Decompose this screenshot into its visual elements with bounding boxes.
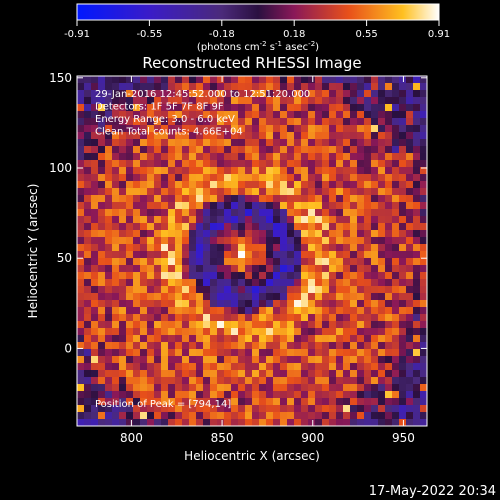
annotation-block: 29-Jan-2016 12:45:52.000 to 12:51:20.000… [95,89,310,138]
colorbar [76,3,440,21]
heatmap-image [77,76,427,426]
x-axis-label: Heliocentric X (arcsec) [184,449,320,463]
colorbar-ticks: -0.91 -0.55 -0.18 0.18 0.55 0.91 [64,20,450,40]
colorbar-tick-label: -0.55 [136,29,162,40]
colorbar-tick-label: 0.55 [355,29,377,40]
footer-timestamp: 17-May-2022 20:34 [369,484,496,499]
x-tick-label: 800 [120,431,143,445]
y-axis: 0 50 100 150 [49,71,427,355]
y-tick-label: 150 [49,71,72,85]
x-tick-label: 950 [392,431,415,445]
peak-position-label: Position of Peak = [794,14] [95,399,231,410]
colorbar-tick-label: 0.91 [428,29,450,40]
annotation-line: Energy Range: 3.0 - 6.0 keV [95,114,235,125]
colorbar-tick-label: -0.18 [209,29,235,40]
annotation-line: Clean Total counts: 4.66E+04 [95,127,243,138]
y-tick-label: 50 [57,251,72,265]
colorbar-unit: (photons cm-2 s-1 asec-2) [197,40,319,53]
colorbar-tick-label: 0.18 [283,29,305,40]
annotation-line: Detectors: 1F 5F 7F 8F 9F [95,102,224,113]
chart-title: Reconstructed RHESSI Image [142,54,361,72]
x-tick-label: 850 [211,431,234,445]
plot-frame [76,75,428,427]
x-tick-label: 900 [301,431,324,445]
y-axis-label: Heliocentric Y (arcsec) [26,184,40,319]
annotation-line: 29-Jan-2016 12:45:52.000 to 12:51:20.000 [95,89,310,100]
x-axis: 800 850 900 950 [120,76,415,445]
y-tick-label: 0 [64,341,72,355]
y-tick-label: 100 [49,161,72,175]
colorbar-tick-label: -0.91 [64,29,90,40]
